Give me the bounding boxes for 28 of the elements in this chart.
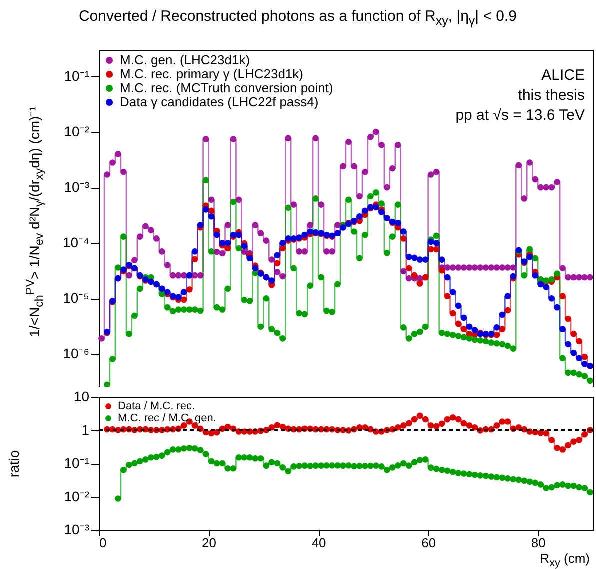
y-tick-label: 10⁻⁶: [63, 346, 90, 362]
legend-label: M.C. rec. primary γ (LHC23d1k): [120, 66, 304, 82]
y-tick-label: 10⁻⁴: [62, 234, 90, 251]
annotation: ALICE: [542, 67, 585, 84]
y-tick-label: 10⁻³: [64, 522, 90, 538]
x-axis-title: R$_{xy}$ (cm): [540, 551, 590, 569]
y-tick-label: 10⁻¹: [64, 455, 90, 471]
y-tick-label: 10⁻³: [64, 179, 90, 196]
annotation: this thesis: [518, 87, 585, 104]
x-tick-label: 20: [202, 536, 217, 550]
y-tick-label: 10⁻⁵: [63, 290, 90, 306]
legend-label: Data / M.C. rec.: [118, 400, 196, 412]
chart-title: Converted / Reconstructed photons as a function of R$_{xy}$, |η$_{γ}$| < 0.9: [78, 8, 518, 28]
y-tick-label: 10⁻²: [64, 124, 90, 140]
annotation: pp at √s = 13.6 TeV: [456, 107, 585, 124]
x-tick-label: 80: [531, 536, 546, 550]
legend-label: M.C. rec. (MCTruth conversion point): [120, 80, 334, 96]
legend-label: Data γ candidates (LHC22f pass4): [120, 94, 319, 110]
y-tick-label: 10⁻²: [64, 488, 90, 504]
y-tick-label: 10: [74, 388, 90, 404]
y-tick-label: 10⁻¹: [64, 68, 90, 84]
y-axis-title: ratio: [6, 450, 22, 478]
y-tick-label: 1: [82, 422, 90, 438]
x-tick-label: 0: [100, 536, 107, 550]
legend-label: M.C. gen. (LHC23d1k): [120, 52, 250, 68]
x-tick-label: 40: [312, 536, 326, 550]
x-tick-label: 60: [422, 536, 436, 550]
legend-label: M.C. rec / M.C. gen.: [118, 412, 216, 424]
